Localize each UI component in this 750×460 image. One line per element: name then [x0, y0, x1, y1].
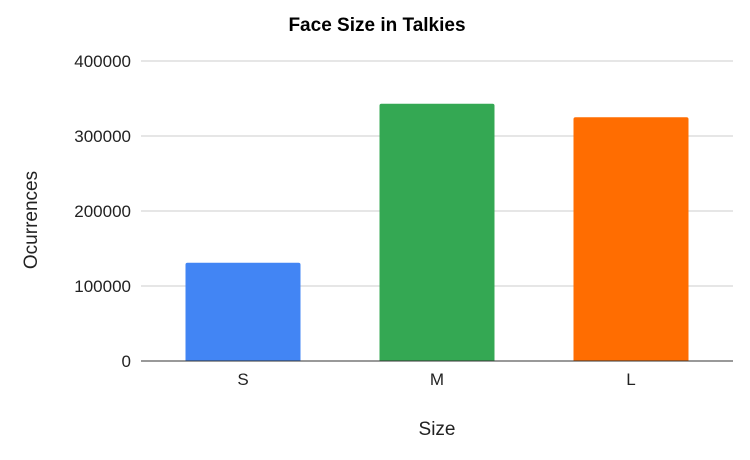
y-axis-title: Ocurrences [21, 171, 42, 269]
x-tick-label: M [430, 370, 444, 389]
x-axis-title: Size [419, 419, 456, 440]
y-tick-label: 400000 [74, 52, 131, 71]
chart-title: Face Size in Talkies [288, 15, 465, 36]
y-tick-label: 0 [122, 352, 131, 371]
x-tick-label: L [626, 370, 635, 389]
bars [185, 103, 689, 361]
y-tick-label: 300000 [74, 127, 131, 146]
y-tick-label: 200000 [74, 202, 131, 221]
bar-s [185, 262, 301, 361]
bar-m [379, 103, 495, 361]
bar-l [573, 117, 689, 361]
x-tick-label: S [237, 370, 248, 389]
y-tick-label: 100000 [74, 277, 131, 296]
y-axis-ticks: 0 100000 200000 300000 400000 [74, 52, 131, 371]
